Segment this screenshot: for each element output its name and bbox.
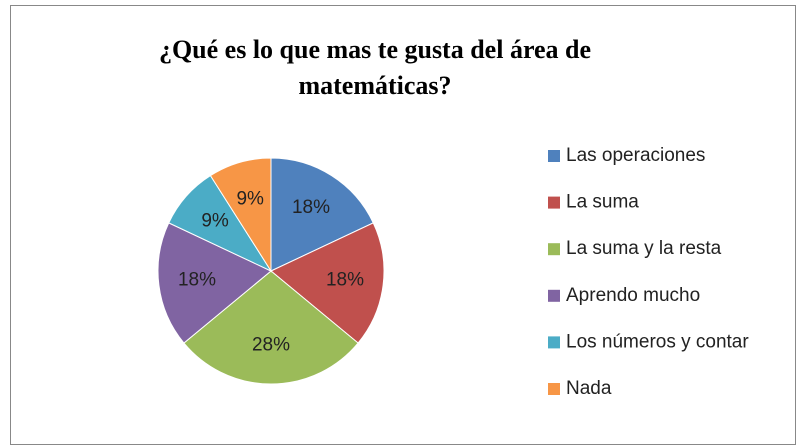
legend-label: Nada <box>566 378 612 399</box>
legend-swatch <box>548 243 560 256</box>
legend-swatch <box>548 150 560 162</box>
data-label: 18% <box>326 269 364 290</box>
data-label: 18% <box>292 197 330 218</box>
data-label: 18% <box>178 269 216 290</box>
legend-swatch <box>548 289 560 302</box>
pie-slice <box>209 157 272 273</box>
chart-title: ¿Qué es lo que mas te gusta del área de … <box>158 35 592 100</box>
data-label: 9% <box>236 188 264 209</box>
pie-slice <box>270 157 374 272</box>
page: {"chart_data": {"type": "pie", "title": … <box>10 5 796 445</box>
legend-label: La suma y la resta <box>566 238 722 259</box>
legend-swatch <box>548 336 560 349</box>
pie-slice <box>270 222 385 344</box>
legend-label: Los números y contar <box>566 331 749 352</box>
pie-slice <box>183 270 359 385</box>
legend-swatch <box>548 196 560 209</box>
legend-label: Aprendo mucho <box>566 285 700 306</box>
legend-label: Las operaciones <box>566 145 705 166</box>
chart: 18% 18% 28% 18% 9% 9% Las operaciones La suma La… <box>157 145 749 399</box>
data-label: 9% <box>201 211 229 232</box>
legend-label: La suma <box>566 192 639 213</box>
pie-slice <box>157 222 272 344</box>
data-label: 28% <box>252 335 290 356</box>
legend-swatch <box>548 383 560 395</box>
